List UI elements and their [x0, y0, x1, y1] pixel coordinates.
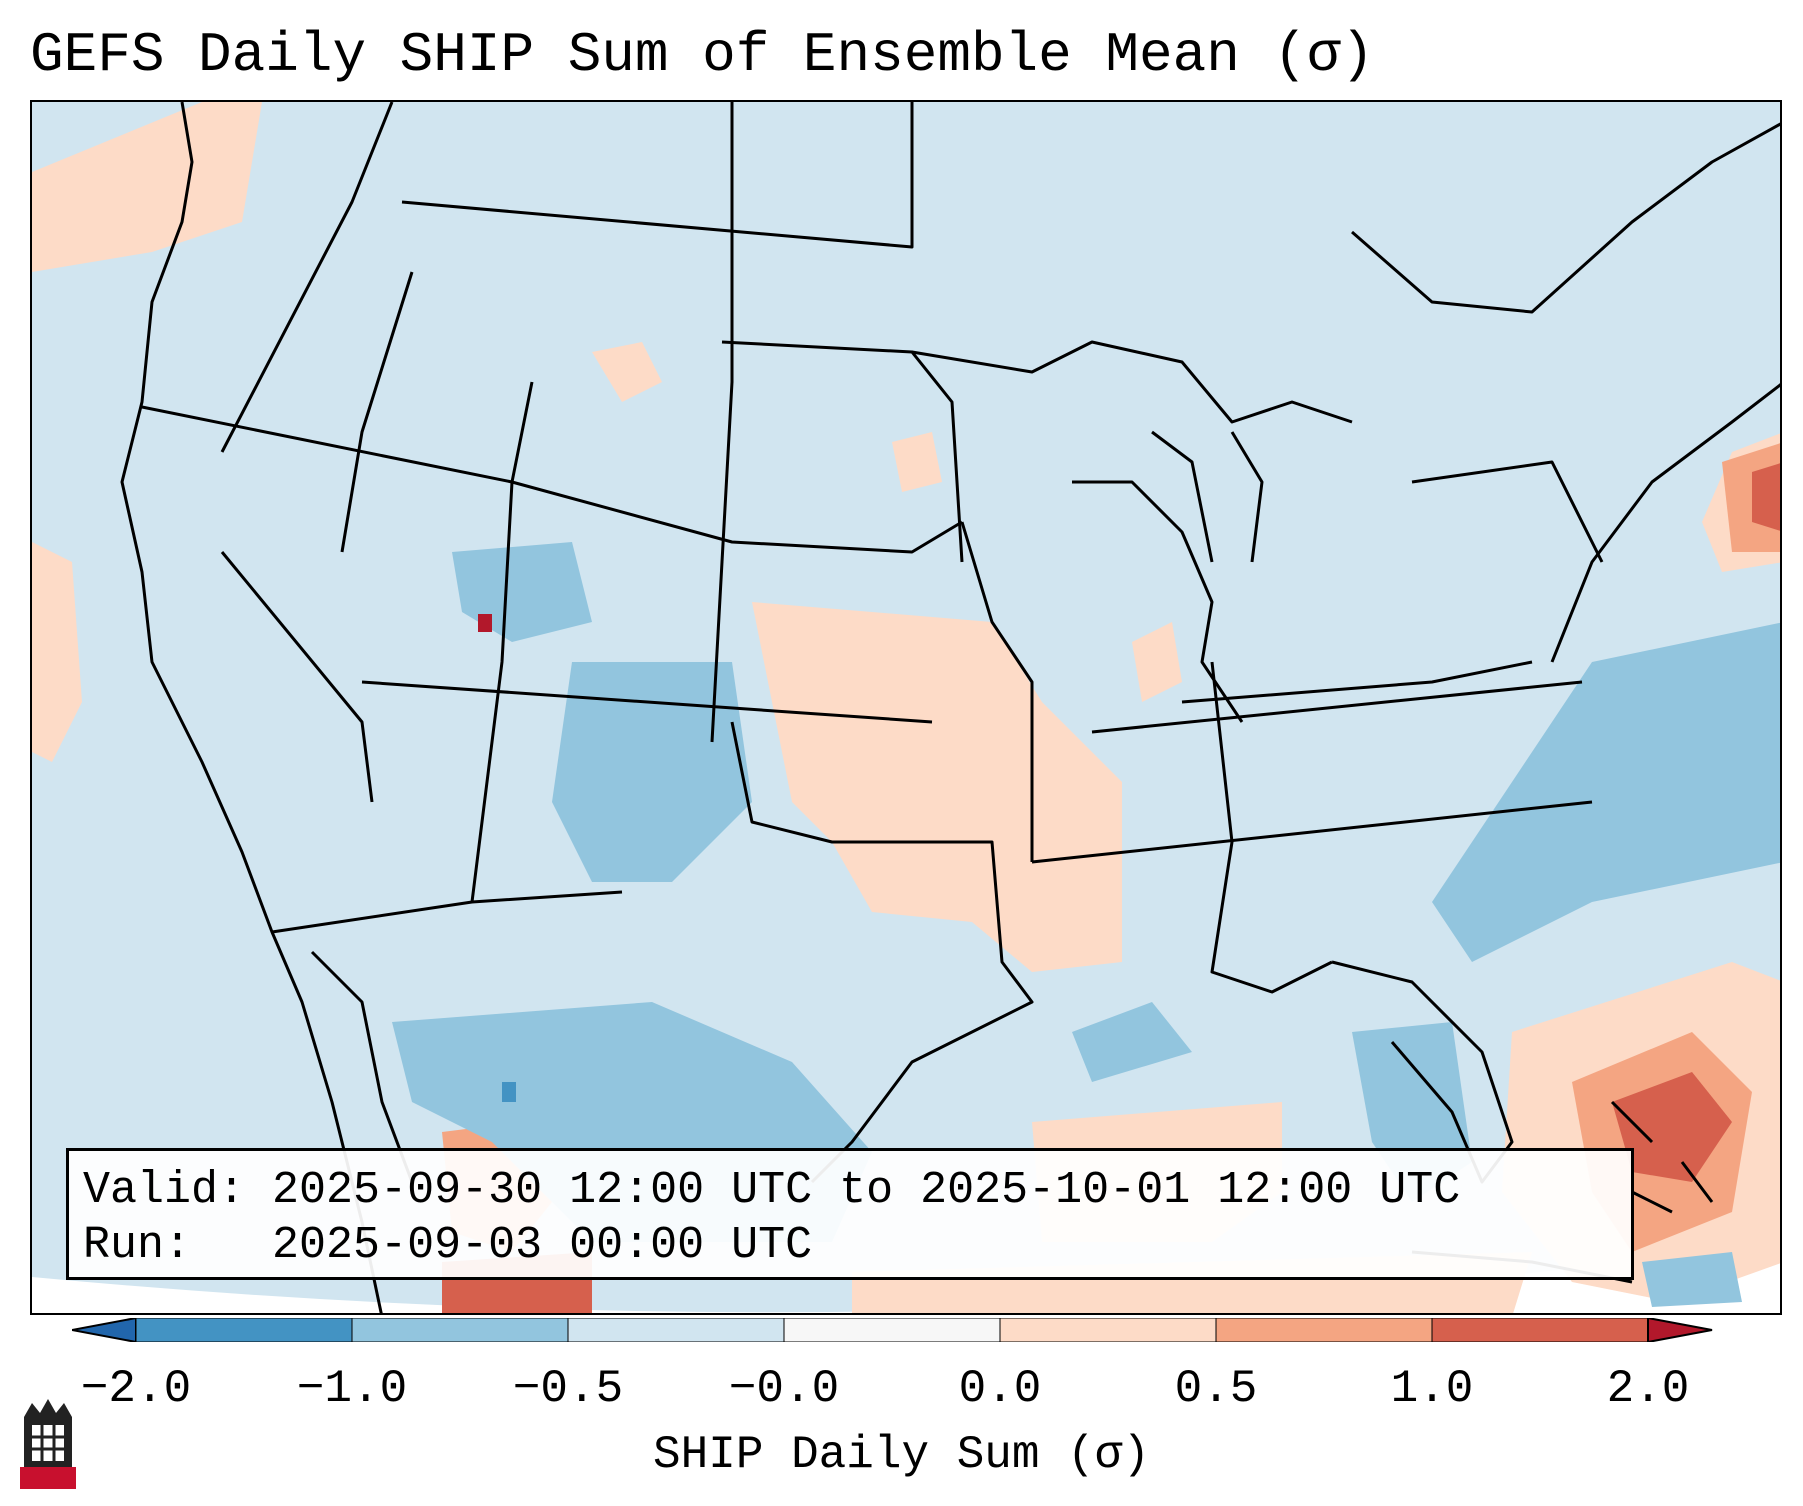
valid-value: 2025-09-30 12:00 UTC to 2025-10-01 12:00…	[272, 1165, 1461, 1216]
chart-title: GEFS Daily SHIP Sum of Ensemble Mean (σ)	[30, 23, 1375, 87]
colorbar-tick-label: 0.0	[958, 1363, 1042, 1415]
colorbar-tick-label: 0.5	[1174, 1363, 1258, 1415]
run-value: 2025-09-03 00:00 UTC	[272, 1220, 813, 1271]
colorbar-tick-label: 2.0	[1606, 1363, 1690, 1415]
colorbar-segment	[999, 1318, 1217, 1342]
colorbar-extend-max	[1647, 1318, 1713, 1342]
geographic-boundaries	[120, 102, 1780, 1313]
map-panel	[30, 100, 1782, 1315]
colorbar-tick-label: −2.0	[80, 1363, 192, 1415]
colorbar-tick-label: 1.0	[1390, 1363, 1474, 1415]
colorbar	[72, 1318, 1713, 1342]
valid-label: Valid:	[83, 1165, 246, 1216]
colorbar-segment	[1215, 1318, 1433, 1342]
colorbar-tick-label: −0.0	[728, 1363, 840, 1415]
positive-speck	[478, 614, 492, 632]
colorbar-segment	[135, 1318, 353, 1342]
niu-logo-icon	[20, 1399, 76, 1489]
valid-run-info-box: Valid: 2025-09-30 12:00 UTC to 2025-10-0…	[66, 1148, 1634, 1280]
colorbar-extend-min	[72, 1318, 137, 1342]
colorbar-segment	[351, 1318, 569, 1342]
colorbar-tick-label: −1.0	[296, 1363, 408, 1415]
colorbar-segment	[567, 1318, 785, 1342]
colorbar-segment	[1431, 1318, 1649, 1342]
run-label: Run:	[83, 1220, 192, 1271]
map-canvas	[32, 102, 1780, 1313]
colorbar-segment	[783, 1318, 1001, 1342]
negative-speck	[502, 1082, 516, 1102]
colorbar-label: SHIP Daily Sum (σ)	[653, 1429, 1150, 1481]
colorbar-tick-label: −0.5	[512, 1363, 624, 1415]
